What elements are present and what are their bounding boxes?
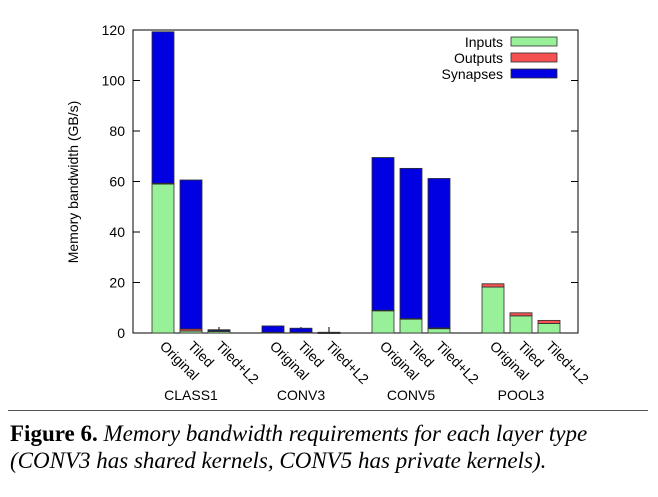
bar-segment-synapses bbox=[151, 31, 175, 184]
legend-swatch bbox=[510, 36, 558, 47]
bar-segment-inputs bbox=[427, 328, 451, 334]
legend-swatch bbox=[510, 68, 558, 79]
bar-segment-synapses bbox=[179, 179, 203, 330]
bar-segment-inputs bbox=[371, 310, 395, 334]
bar-label: Tiled+L2 bbox=[323, 338, 372, 387]
y-tick-label: 20 bbox=[109, 275, 125, 291]
figure-caption: Figure 6. Memory bandwidth requirements … bbox=[10, 420, 650, 474]
bar-segment-inputs bbox=[509, 315, 533, 334]
bar-segment-inputs bbox=[481, 286, 505, 334]
bar-segment-synapses bbox=[427, 178, 451, 329]
bar-segment-outputs bbox=[537, 319, 561, 324]
bar-label: Tiled+L2 bbox=[213, 338, 262, 387]
y-tick-label: 100 bbox=[102, 73, 126, 89]
y-axis-label: Memory bandwidth (GB/s) bbox=[65, 101, 81, 264]
bar-groups: OriginalTiledTiled+L2CLASS1OriginalTiled… bbox=[151, 31, 592, 403]
caption-text: Memory bandwidth requirements for each l… bbox=[10, 421, 588, 473]
group-label: POOL3 bbox=[498, 387, 545, 403]
y-tick-label: 40 bbox=[109, 224, 125, 240]
group-label: CONV3 bbox=[277, 387, 325, 403]
plot-axes: 0 20 40 60 80 100 120 bbox=[102, 22, 579, 341]
bar-segment-synapses bbox=[399, 167, 423, 320]
group-label: CONV5 bbox=[387, 387, 435, 403]
y-tick-label: 0 bbox=[117, 325, 125, 341]
bar-segment-inputs bbox=[399, 318, 423, 334]
legend-label: Inputs bbox=[465, 34, 503, 50]
y-tick-label: 80 bbox=[109, 123, 125, 139]
bar-segment-inputs bbox=[151, 183, 175, 334]
stacked-bar-chart: 0 20 40 60 80 100 120 OriginalTiledTiled+L2CLA… bbox=[65, 22, 592, 403]
caption-divider bbox=[8, 410, 648, 411]
legend-label: Synapses bbox=[442, 66, 503, 82]
bar-label: Tiled+L2 bbox=[433, 338, 482, 387]
bar-segment-synapses bbox=[261, 325, 285, 333]
bar-segment-synapses bbox=[371, 157, 395, 311]
bar-segment-synapses bbox=[207, 329, 231, 332]
bar-segment-synapses bbox=[317, 331, 341, 334]
bar-segment-outputs bbox=[509, 312, 533, 317]
y-tick-label: 120 bbox=[102, 22, 126, 38]
caption-lead: Figure 6. bbox=[10, 421, 98, 446]
legend-label: Outputs bbox=[454, 50, 503, 66]
bar-segment-outputs bbox=[481, 283, 505, 288]
legend-swatch bbox=[510, 52, 558, 63]
bar-segment-synapses bbox=[289, 327, 313, 333]
bar-segment-inputs bbox=[537, 323, 561, 334]
y-tick-label: 60 bbox=[109, 174, 125, 190]
bar-label: Tiled+L2 bbox=[543, 338, 592, 387]
group-label: CLASS1 bbox=[164, 387, 218, 403]
